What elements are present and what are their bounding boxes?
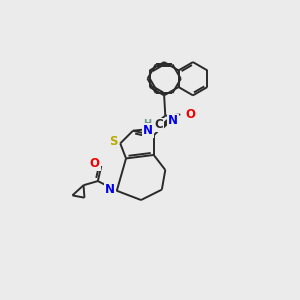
Text: N: N — [143, 124, 153, 137]
Text: O: O — [185, 108, 195, 121]
Text: S: S — [110, 135, 118, 148]
Text: N: N — [168, 115, 178, 128]
Text: H: H — [143, 119, 152, 129]
Text: N: N — [105, 183, 115, 196]
Text: C: C — [154, 118, 163, 131]
Text: O: O — [90, 157, 100, 170]
